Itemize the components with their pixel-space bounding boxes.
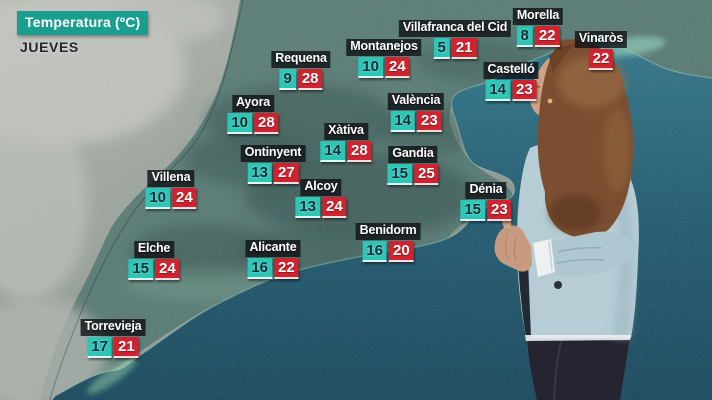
city-name: València <box>387 93 445 110</box>
city-name: Ayora <box>232 95 274 112</box>
max-temp-badge: 24 <box>322 196 347 218</box>
max-temp-badge: 21 <box>451 37 477 59</box>
min-temp-badge: 10 <box>358 56 383 78</box>
city-name: Gandia <box>388 146 438 163</box>
min-temp-badge: 13 <box>247 162 272 184</box>
city-name: Alicante <box>245 240 301 257</box>
city-temps: 13 24 <box>295 196 347 218</box>
min-temp-badge: 9 <box>279 68 296 90</box>
max-temp-badge: 24 <box>384 56 410 78</box>
city-temps: 8 22 <box>516 25 560 47</box>
min-temp-badge: 8 <box>516 25 533 47</box>
max-temp-badge: 24 <box>155 258 180 280</box>
city-vinaros: Vinaròs 22 <box>574 31 628 70</box>
city-name: Xàtiva <box>324 123 368 140</box>
max-temp-badge: 23 <box>417 110 442 132</box>
city-name: Vinaròs <box>574 31 628 48</box>
max-temp-badge: 21 <box>113 336 139 358</box>
city-morella: Morella 8 22 <box>512 8 564 47</box>
city-xativa: Xàtiva 14 28 <box>320 123 372 162</box>
city-name: Villena <box>147 170 195 187</box>
min-temp-badge: 14 <box>320 140 345 162</box>
min-temp-badge: 17 <box>87 336 112 358</box>
city-temps: 10 24 <box>358 56 410 78</box>
city-requena: Requena 9 28 <box>271 51 331 90</box>
min-temp-badge: 10 <box>227 112 252 134</box>
city-villafranca-del-cid: Villafranca del Cid 5 21 <box>398 20 512 59</box>
city-temps: 14 23 <box>485 79 537 101</box>
min-temp-badge: 16 <box>362 240 387 262</box>
min-temp-badge: 14 <box>485 79 510 101</box>
city-temps: 16 20 <box>362 240 414 262</box>
city-name: Villafranca del Cid <box>398 20 512 37</box>
max-temp-badge: 20 <box>389 240 414 262</box>
page-title: Temperatura (ºC) <box>17 11 149 35</box>
city-alcoy: Alcoy 13 24 <box>295 179 347 218</box>
city-ayora: Ayora 10 28 <box>227 95 279 134</box>
city-temps: 14 23 <box>390 110 442 132</box>
city-temps: 10 28 <box>227 112 279 134</box>
max-temp-badge: 23 <box>512 79 537 101</box>
city-name: Dénia <box>465 182 507 199</box>
city-temps: 9 28 <box>279 68 323 90</box>
max-temp-badge: 28 <box>297 68 323 90</box>
city-alicante: Alicante 16 22 <box>245 240 301 279</box>
city-gandia: Gandia 15 25 <box>387 146 439 185</box>
city-temps: 15 24 <box>128 258 180 280</box>
city-temps: 17 21 <box>87 336 139 358</box>
city-denia: Dénia 15 23 <box>460 182 512 221</box>
min-temp-badge: 16 <box>247 257 272 279</box>
city-elche: Elche 15 24 <box>128 241 180 280</box>
max-temp-badge: 23 <box>487 199 512 221</box>
min-temp-badge: 15 <box>460 199 485 221</box>
city-temps: 15 25 <box>387 163 439 185</box>
city-name: Benidorm <box>355 223 421 240</box>
day-label: JUEVES <box>20 38 79 55</box>
city-name: Montanejos <box>346 39 422 56</box>
max-temp-badge: 28 <box>347 140 372 162</box>
min-temp-badge: 13 <box>295 196 320 218</box>
city-villena: Villena 10 24 <box>145 170 197 209</box>
city-temps: 14 28 <box>320 140 372 162</box>
max-temp-badge: 24 <box>172 187 197 209</box>
city-name: Morella <box>512 8 564 25</box>
min-temp-badge: 15 <box>387 163 412 185</box>
city-name: Castelló <box>483 62 539 79</box>
header: Temperatura (ºC) JUEVES <box>17 11 149 55</box>
city-name: Elche <box>133 241 175 258</box>
min-temp-badge: 14 <box>390 110 415 132</box>
city-temps: 22 <box>588 48 614 70</box>
max-temp-badge: 25 <box>414 163 439 185</box>
city-ontinyent: Ontinyent 13 27 <box>240 145 306 184</box>
city-name: Ontinyent <box>240 145 306 162</box>
city-castello: Castelló 14 23 <box>483 62 539 101</box>
max-temp-badge: 27 <box>273 162 299 184</box>
city-benidorm: Benidorm 16 20 <box>355 223 421 262</box>
city-temps: 15 23 <box>460 199 512 221</box>
city-temps: 10 24 <box>145 187 197 209</box>
city-temps: 13 27 <box>247 162 299 184</box>
max-temp-badge: 22 <box>274 257 299 279</box>
max-temp-badge: 28 <box>254 112 279 134</box>
min-temp-badge: 5 <box>433 37 450 59</box>
city-temps: 5 21 <box>433 37 477 59</box>
city-name: Alcoy <box>300 179 342 196</box>
city-valencia: València 14 23 <box>387 93 445 132</box>
max-temp-badge: 22 <box>588 48 614 70</box>
min-temp-badge: 10 <box>145 187 170 209</box>
city-montanejos: Montanejos 10 24 <box>346 39 422 78</box>
city-name: Torrevieja <box>80 319 146 336</box>
max-temp-badge: 22 <box>534 25 560 47</box>
city-temps: 16 22 <box>247 257 299 279</box>
city-name: Requena <box>271 51 331 68</box>
city-torrevieja: Torrevieja 17 21 <box>80 319 146 358</box>
min-temp-badge: 15 <box>128 258 153 280</box>
